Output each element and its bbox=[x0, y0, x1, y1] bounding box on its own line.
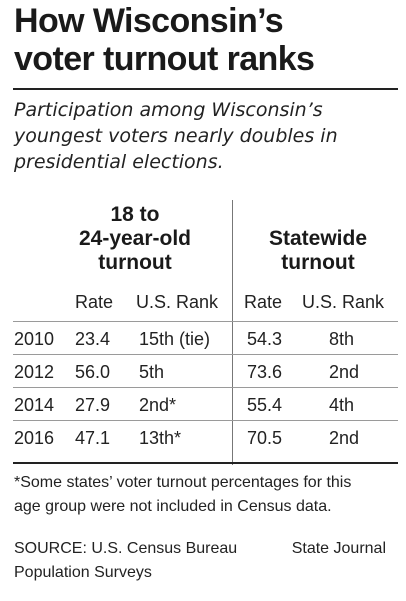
youth-rate: 47.1 bbox=[75, 428, 111, 448]
table-row: 2010 23.4 15th (tie) 54.3 8th bbox=[13, 321, 398, 354]
state-rate-header: Rate bbox=[244, 292, 283, 312]
state-rate: 70.5 bbox=[247, 428, 283, 448]
statewide-header-line-2: turnout bbox=[281, 251, 355, 274]
subtitle: Participation among Wisconsin’s youngest… bbox=[14, 97, 399, 175]
youth-rate-header: Rate bbox=[75, 292, 114, 312]
subtitle-line-3: presidential elections. bbox=[14, 151, 224, 173]
youth-header-line-2: 24-year-old bbox=[78, 227, 192, 250]
youth-rank: 13th* bbox=[139, 428, 182, 448]
footnote-line-2: age group were not included in Census da… bbox=[14, 498, 332, 515]
table-row: 2014 27.9 2nd* 55.4 4th bbox=[13, 387, 398, 420]
row-year: 2016 bbox=[14, 428, 55, 448]
row-year: 2010 bbox=[14, 329, 55, 349]
state-rank: 4th bbox=[329, 395, 355, 415]
state-rank-header: U.S. Rank bbox=[302, 292, 385, 312]
state-rate: 54.3 bbox=[247, 329, 283, 349]
youth-rank: 2nd* bbox=[139, 395, 177, 415]
youth-header-line-3: turnout bbox=[98, 251, 172, 274]
subtitle-line-2: youngest voters nearly doubles in bbox=[14, 125, 338, 147]
page-title: How Wisconsin’s voter turnout ranks bbox=[14, 2, 399, 78]
publication-credit: State Journal bbox=[291, 540, 386, 557]
title-divider bbox=[13, 88, 398, 90]
youth-rank: 15th (tie) bbox=[139, 329, 211, 349]
title-line-2: voter turnout ranks bbox=[14, 40, 315, 78]
table-row: 2012 56.0 5th 73.6 2nd bbox=[13, 354, 398, 387]
subtitle-line-1: Participation among Wisconsin’s bbox=[14, 99, 323, 121]
table-bottom-divider bbox=[13, 462, 398, 464]
state-rank: 2nd bbox=[329, 362, 360, 382]
youth-turnout-header: 18 to 24-year-old turnout bbox=[50, 203, 220, 275]
state-rate: 55.4 bbox=[247, 395, 283, 415]
source-line-1: SOURCE: U.S. Census Bureau bbox=[14, 540, 238, 557]
youth-rate: 56.0 bbox=[75, 362, 111, 382]
youth-header-line-1: 18 to bbox=[110, 203, 160, 226]
row-year: 2012 bbox=[14, 362, 55, 382]
source-note: SOURCE: U.S. Census Bureau Population Su… bbox=[14, 537, 254, 585]
state-rate: 73.6 bbox=[247, 362, 283, 382]
source-line-2: Population Surveys bbox=[14, 564, 152, 581]
table-row: 2016 47.1 13th* 70.5 2nd bbox=[13, 420, 398, 453]
statewide-turnout-header: Statewide turnout bbox=[238, 227, 398, 275]
youth-rank-header: U.S. Rank bbox=[136, 292, 219, 312]
youth-rate: 23.4 bbox=[75, 329, 111, 349]
youth-rank: 5th bbox=[139, 362, 165, 382]
column-divider bbox=[232, 200, 233, 465]
title-line-1: How Wisconsin’s bbox=[14, 2, 284, 40]
state-rank: 8th bbox=[329, 329, 355, 349]
statewide-header-line-1: Statewide bbox=[268, 227, 368, 250]
footnote: *Some states’ voter turnout percentages … bbox=[14, 471, 399, 519]
footnote-line-1: *Some states’ voter turnout percentages … bbox=[14, 474, 352, 491]
youth-rate: 27.9 bbox=[75, 395, 111, 415]
state-rank: 2nd bbox=[329, 428, 360, 448]
row-year: 2014 bbox=[14, 395, 55, 415]
